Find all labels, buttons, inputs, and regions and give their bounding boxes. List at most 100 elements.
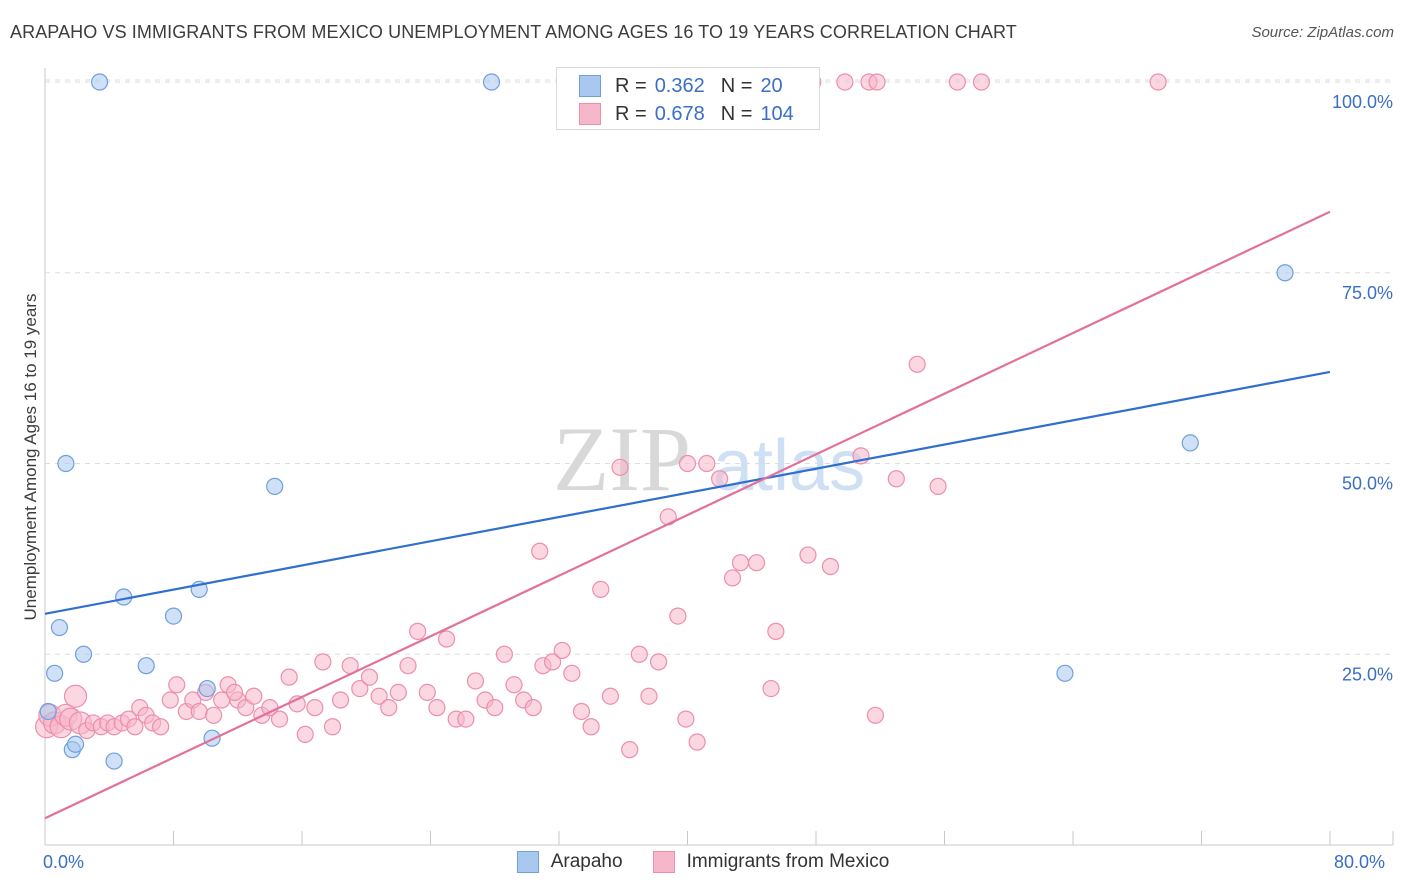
y-tick-label: 50.0% <box>1342 474 1393 494</box>
series-legend: Arapaho Immigrants from Mexico <box>0 851 1406 873</box>
mexico-point <box>457 710 475 728</box>
n-value: 20 <box>760 74 783 97</box>
mexico-point <box>543 653 562 671</box>
arapaho-point <box>482 73 501 91</box>
mexico-point <box>821 557 840 576</box>
mexico-point <box>190 702 208 721</box>
mexico-point <box>399 657 417 675</box>
mexico-point <box>409 622 427 640</box>
mexico-point <box>640 687 658 705</box>
mexico-point <box>908 355 926 373</box>
legend-item-mexico: Immigrants from Mexico <box>652 851 890 873</box>
mexico-point <box>505 676 523 694</box>
mexico-point <box>866 706 885 724</box>
arapaho-point <box>1276 264 1294 282</box>
mexico-point <box>466 672 485 690</box>
mexico-point <box>929 477 947 495</box>
r-label: R = <box>615 102 647 125</box>
arapaho-swatch <box>579 75 601 97</box>
mexico-point <box>669 607 687 625</box>
mexico-point <box>611 458 629 476</box>
mexico-point <box>1149 73 1167 91</box>
mexico-point <box>972 73 991 91</box>
arapaho-swatch <box>516 851 539 873</box>
mexico-swatch <box>579 103 601 125</box>
chart-title: ARAPAHO VS IMMIGRANTS FROM MEXICO UNEMPL… <box>10 22 1017 42</box>
arapaho-point <box>203 729 221 747</box>
arapaho-point <box>137 657 155 675</box>
mexico-point <box>711 470 729 488</box>
mexico-point <box>621 741 639 759</box>
mexico-point <box>688 733 706 751</box>
arapaho-point <box>66 735 85 753</box>
arapaho-point <box>91 73 109 91</box>
mexico-point <box>762 679 780 698</box>
n-label: N = <box>720 102 753 125</box>
arapaho-point <box>105 752 123 770</box>
r-value: 0.362 <box>654 74 705 97</box>
y-axis-label: Unemployment Among Ages 16 to 19 years <box>21 293 40 621</box>
r-label: R = <box>615 74 647 97</box>
mexico-point <box>524 699 542 717</box>
arapaho-point <box>164 607 183 625</box>
x-tick-label-min: 0.0% <box>43 852 85 872</box>
mexico-point <box>486 699 504 717</box>
mexico-point <box>331 691 350 709</box>
mexico-point <box>152 718 170 736</box>
mexico-point <box>161 691 179 709</box>
arapaho-point <box>50 618 69 637</box>
legend-row-arapaho: R = 0.362 N = 20 <box>579 73 783 99</box>
mexico-point <box>563 664 581 682</box>
mexico-point <box>601 687 620 705</box>
mexico-point <box>677 710 695 728</box>
mexico-point <box>225 683 244 702</box>
mexico-point <box>582 718 600 736</box>
legend-label-arapaho: Arapaho <box>550 851 623 872</box>
mexico-point <box>572 702 591 721</box>
mexico-point <box>747 554 766 572</box>
mexico-point <box>270 710 289 728</box>
r-value: 0.678 <box>654 102 705 125</box>
mexico-point <box>428 699 446 717</box>
mexico-point <box>592 580 610 598</box>
mexico-point <box>649 653 668 671</box>
mexico-point <box>767 622 785 640</box>
mexico-point <box>389 683 407 702</box>
mexico-point <box>418 683 436 702</box>
mexico-point <box>437 630 456 648</box>
mexico-point <box>245 687 263 705</box>
arapaho-point <box>74 645 93 663</box>
mexico-point <box>887 470 905 488</box>
mexico-point <box>63 684 88 708</box>
mexico-point <box>314 653 332 671</box>
mexico-point <box>370 687 388 705</box>
mexico-point <box>126 718 144 736</box>
mexico-point <box>306 699 324 717</box>
correlation-legend: R = 0.362 N = 20 R = 0.678 N = 104 <box>556 67 820 130</box>
arapaho-point <box>1056 664 1074 682</box>
grid-lines <box>45 79 1395 655</box>
y-tick-label: 75.0% <box>1342 283 1393 303</box>
legend-label-mexico: Immigrants from Mexico <box>686 851 890 872</box>
arapaho-point <box>57 454 75 473</box>
mexico-point <box>495 645 513 663</box>
mexico-point <box>698 454 716 473</box>
mexico-point <box>731 554 750 572</box>
mexico-point <box>678 454 697 473</box>
source-label: Source: ZipAtlas.com <box>1251 24 1394 41</box>
mexico-point <box>351 679 369 698</box>
mexico-trend-line <box>44 210 1331 820</box>
mexico-point <box>280 668 298 686</box>
mexico-swatch <box>652 851 675 873</box>
mexico-point <box>360 668 379 686</box>
y-tick-labels: 25.0% 50.0% 75.0% 100.0% <box>1332 92 1393 684</box>
arapaho-point <box>266 477 284 495</box>
mexico-point <box>836 73 854 91</box>
mexico-point <box>868 73 886 91</box>
mexico-point <box>296 725 314 743</box>
n-value: 104 <box>760 102 794 125</box>
arapaho-point <box>39 702 57 721</box>
arapaho-point <box>46 664 64 682</box>
mexico-point <box>948 73 966 91</box>
